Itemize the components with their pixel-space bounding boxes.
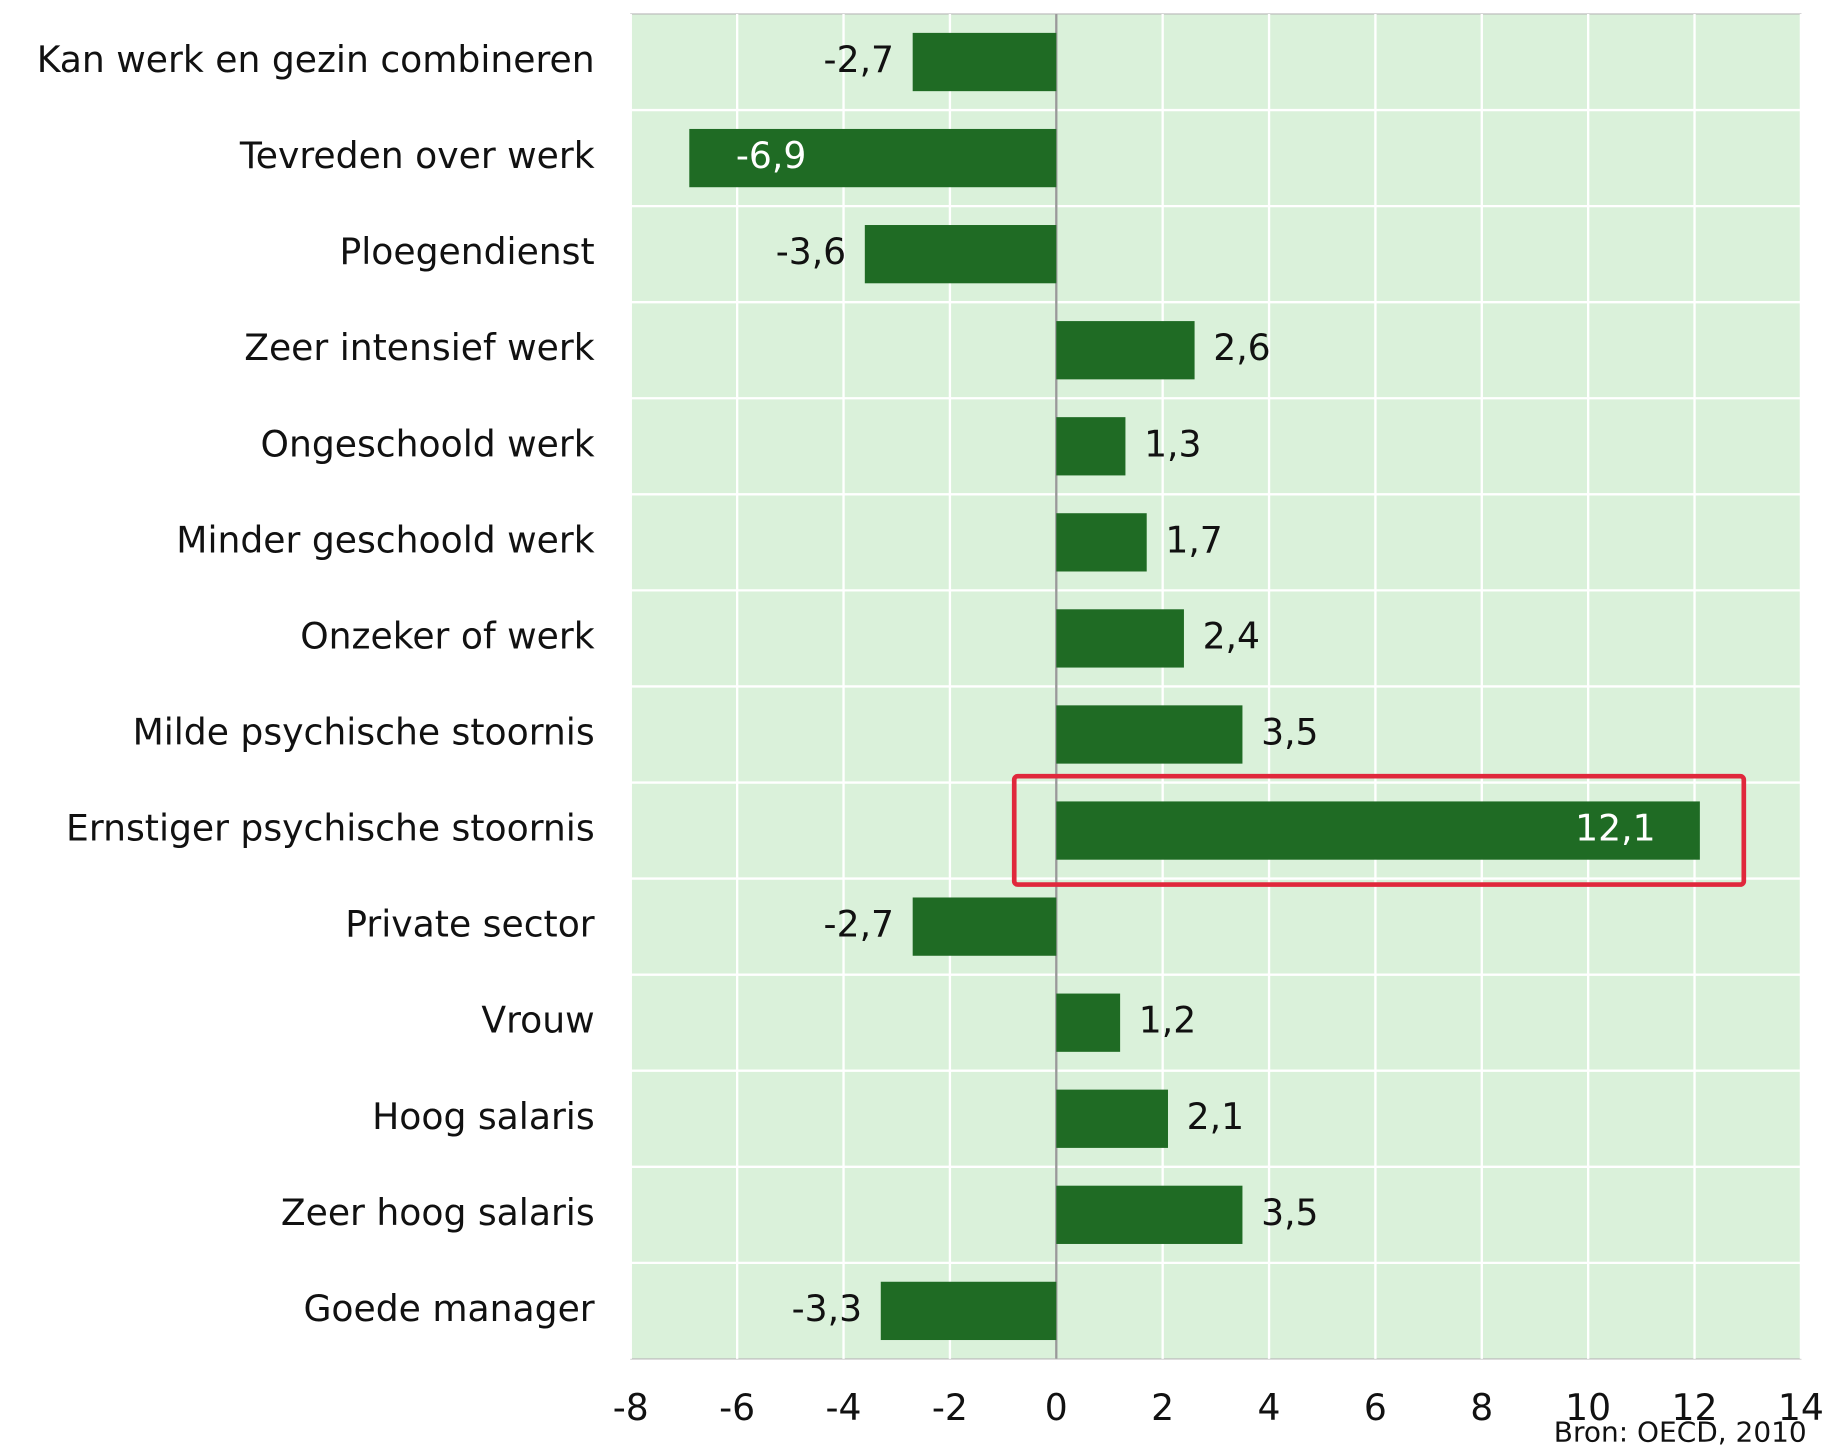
y-tick-label: Hoog salaris (372, 1095, 595, 1138)
value-label: -3,6 (776, 230, 846, 273)
highlight-box (1011, 773, 1747, 887)
y-tick-label: Ernstiger psychische stoornis (66, 807, 595, 850)
y-tick-label: Vrouw (481, 999, 594, 1042)
bar (1056, 705, 1243, 764)
bar (1056, 513, 1147, 572)
bar (1056, 801, 1700, 860)
x-tick-label: -6 (719, 1386, 755, 1429)
y-tick-label: Tevreden over werk (239, 134, 595, 177)
x-tick-label: 8 (1470, 1386, 1493, 1429)
value-label: -6,9 (736, 134, 806, 177)
value-label: 1,7 (1165, 518, 1222, 561)
value-label: 2,4 (1203, 614, 1260, 657)
value-label: 1,2 (1139, 999, 1196, 1042)
x-tick-label: 0 (1045, 1386, 1068, 1429)
bar (1056, 609, 1184, 668)
bar (1056, 993, 1121, 1052)
bar (1056, 321, 1195, 380)
bar (912, 32, 1057, 92)
x-tick-label: 12 (1672, 1386, 1718, 1429)
y-tick-label: Goede manager (303, 1287, 594, 1330)
value-label: 12,1 (1575, 807, 1655, 850)
x-tick-label: 10 (1565, 1386, 1611, 1429)
value-label: 3,5 (1261, 1191, 1318, 1234)
value-label: -3,3 (792, 1287, 862, 1330)
value-label: 2,1 (1187, 1095, 1244, 1138)
y-tick-label: Ongeschoold werk (261, 422, 595, 465)
x-tick-label: -2 (932, 1386, 968, 1429)
value-label: 3,5 (1261, 710, 1318, 753)
x-tick-label: 14 (1778, 1386, 1824, 1429)
y-tick-label: Private sector (345, 903, 594, 946)
x-tick-label: 6 (1364, 1386, 1387, 1429)
y-tick-label: Minder geschoold werk (176, 518, 594, 561)
value-label: 1,3 (1144, 422, 1201, 465)
y-tick-label: Zeer intensief werk (244, 326, 595, 369)
y-tick-label: Onzeker of werk (300, 614, 595, 657)
source: Bron: OECD, 2010 (1554, 1416, 1807, 1449)
value-label: -2,7 (824, 38, 894, 81)
y-tick-label: Ploegendienst (339, 230, 594, 273)
bar (864, 225, 1057, 284)
bar (880, 1281, 1057, 1341)
value-label: -2,7 (824, 903, 894, 946)
bar (1056, 417, 1126, 476)
x-tick-label: -8 (613, 1386, 649, 1429)
bar (912, 897, 1057, 956)
marks: -2,7 -6,9 -3,6 2,6 1,3 1,7 2,4 3,5 12,1 -2,7 1,2 2,… (689, 32, 1700, 1341)
bar (1056, 1089, 1168, 1148)
x-tick-label: -4 (826, 1386, 862, 1429)
value-label: 2,6 (1213, 326, 1270, 369)
bar (1056, 1185, 1243, 1244)
x-tick-label: 2 (1151, 1386, 1174, 1429)
y-tick-label: Zeer hoog salaris (281, 1191, 595, 1234)
y-tick-label: Kan werk en gezin combineren (37, 38, 595, 81)
grid (629, 13, 1803, 1359)
x-tick-label: 4 (1258, 1386, 1281, 1429)
bar (689, 128, 1057, 188)
y-tick-label: Milde psychische stoornis (133, 710, 595, 753)
